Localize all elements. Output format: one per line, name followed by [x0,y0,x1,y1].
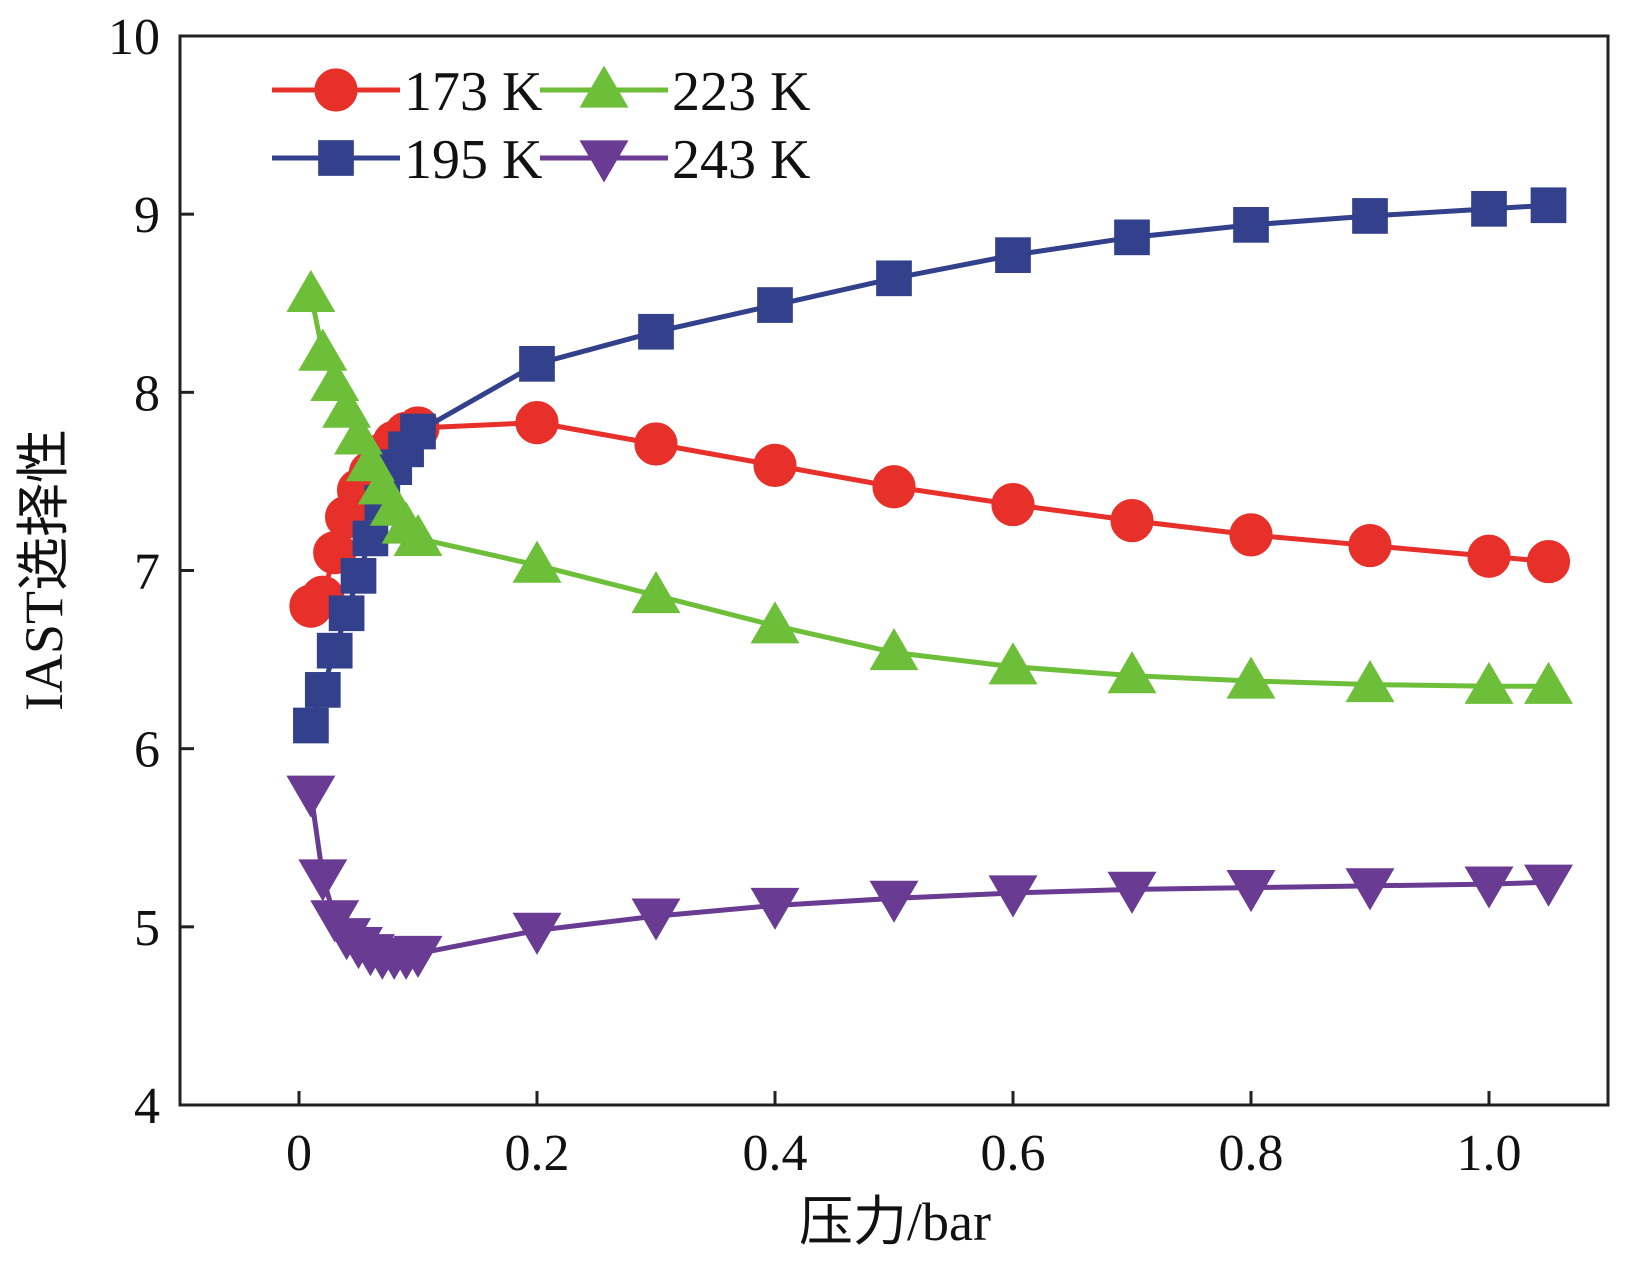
data-point [638,313,674,350]
data-point [869,880,919,923]
data-point [1464,866,1514,909]
data-point [757,287,793,323]
data-point [393,935,443,979]
legend-marker [579,140,629,183]
data-point [328,595,365,632]
legend-label: 223 K [672,61,810,123]
legend-label: 195 K [404,129,542,191]
data-point [519,345,555,382]
data-point [1229,513,1273,557]
data-point [988,875,1038,918]
data-point [988,642,1038,685]
data-point [1110,499,1154,543]
legend-entry-173-K: 173 K [272,61,542,123]
data-point [1348,523,1392,568]
data-point [876,260,912,297]
data-point [515,401,559,445]
legend-marker [579,65,629,108]
data-point [393,513,443,557]
data-point [872,465,916,509]
legend-marker [314,68,358,112]
y-axis-title: IAST选择性 [14,429,74,711]
legend-marker [318,140,354,176]
data-point [631,570,681,614]
data-point [1524,661,1573,704]
legend-entry-223-K: 223 K [540,61,810,123]
data-point [631,898,681,941]
data-point [1464,661,1514,704]
series-195-K [293,187,1567,744]
legend-label: 243 K [672,129,810,191]
data-point [304,672,341,708]
data-point [298,328,348,371]
data-point [750,601,800,644]
data-point [512,540,562,583]
x-tick-label: 0 [286,1125,312,1182]
data-point [995,237,1031,273]
x-tick-label: 0.6 [981,1125,1046,1182]
y-tick-label: 9 [134,187,160,244]
data-point [1530,187,1567,224]
data-point [1345,660,1395,703]
x-tick-label: 0.8 [1219,1125,1284,1182]
data-point [753,443,797,487]
data-point [352,520,389,557]
data-point [1524,864,1573,907]
x-tick-label: 1.0 [1457,1125,1522,1182]
data-point [1226,656,1276,699]
data-point [1107,651,1157,694]
data-point [1114,219,1150,256]
y-tick-label: 8 [134,365,160,422]
legend-label: 173 K [404,61,542,123]
data-point [1467,534,1511,578]
data-point [1107,871,1157,914]
y-tick-label: 5 [134,900,160,957]
series-223-K [286,269,1573,704]
data-point [1233,207,1269,243]
x-tick-label: 0.4 [743,1125,808,1182]
axes-layer: 0 0.2 0.4 0.6 0.8 1.0 4 5 6 7 8 9 10 [108,9,1610,1182]
series-243-K [286,775,1573,980]
data-point [1526,540,1571,584]
data-point [1226,870,1276,913]
data-point [340,557,377,594]
data-point [512,912,562,955]
data-point [286,775,336,818]
data-point [991,482,1035,527]
series-173-K [289,401,1571,628]
data-point [1345,868,1395,911]
data-point [750,887,800,930]
data-point [298,859,348,902]
y-tick-label: 10 [108,9,160,66]
data-point [869,627,919,671]
x-axis-title: 压力/bar [799,1192,991,1252]
data-point [400,413,436,450]
data-point [634,422,678,466]
legend-entry-243-K: 243 K [540,129,810,191]
data-point [1471,190,1507,227]
series-line [309,420,1549,609]
legend-entry-195-K: 195 K [272,129,542,191]
x-tick-label: 0.2 [505,1125,570,1182]
data-point [316,632,353,669]
series-line [308,202,1549,727]
y-tick-label: 6 [134,722,160,779]
y-tick-label: 4 [134,1078,160,1135]
data-point [293,707,329,744]
data-point [286,269,336,312]
data-point [1352,198,1388,234]
y-tick-label: 7 [134,544,160,601]
series-layer [286,187,1573,980]
